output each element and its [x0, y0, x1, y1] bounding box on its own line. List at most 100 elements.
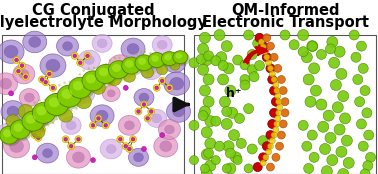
Ellipse shape [24, 93, 34, 102]
Ellipse shape [33, 103, 57, 125]
Ellipse shape [118, 116, 140, 135]
Ellipse shape [62, 42, 73, 51]
Circle shape [135, 108, 142, 115]
Ellipse shape [11, 121, 32, 141]
Ellipse shape [307, 41, 317, 51]
Ellipse shape [263, 34, 271, 42]
Ellipse shape [336, 68, 347, 79]
Ellipse shape [321, 166, 332, 174]
Ellipse shape [262, 49, 268, 55]
Ellipse shape [92, 34, 112, 52]
Circle shape [160, 79, 164, 83]
Ellipse shape [49, 97, 60, 107]
Circle shape [142, 103, 146, 106]
Ellipse shape [133, 153, 144, 162]
Ellipse shape [254, 61, 265, 71]
Ellipse shape [304, 163, 314, 173]
Circle shape [102, 122, 109, 129]
Ellipse shape [50, 93, 70, 111]
Ellipse shape [129, 148, 149, 166]
Ellipse shape [136, 56, 155, 73]
Circle shape [69, 144, 73, 148]
Circle shape [77, 59, 84, 66]
Ellipse shape [216, 52, 227, 63]
Circle shape [108, 79, 115, 86]
Ellipse shape [328, 57, 340, 68]
Circle shape [146, 117, 149, 120]
Ellipse shape [268, 75, 277, 84]
Ellipse shape [323, 110, 334, 121]
Ellipse shape [58, 86, 83, 109]
Ellipse shape [90, 105, 114, 126]
Ellipse shape [349, 30, 359, 40]
Ellipse shape [298, 120, 308, 130]
Ellipse shape [19, 89, 39, 106]
Circle shape [75, 136, 82, 143]
Ellipse shape [266, 60, 272, 66]
Text: Polyelectrolyte Morphology: Polyelectrolyte Morphology [0, 15, 207, 30]
Ellipse shape [339, 113, 350, 124]
Ellipse shape [356, 119, 366, 129]
Ellipse shape [273, 126, 279, 133]
Ellipse shape [253, 163, 262, 172]
Circle shape [20, 64, 24, 67]
Ellipse shape [327, 36, 338, 48]
Circle shape [166, 84, 173, 91]
Ellipse shape [139, 93, 149, 102]
Ellipse shape [225, 163, 236, 174]
Ellipse shape [240, 74, 250, 85]
Ellipse shape [172, 106, 184, 117]
Ellipse shape [200, 32, 211, 43]
Ellipse shape [123, 58, 143, 76]
Ellipse shape [364, 130, 374, 140]
Ellipse shape [102, 85, 120, 101]
Ellipse shape [301, 52, 312, 63]
Circle shape [46, 70, 53, 77]
Ellipse shape [33, 102, 55, 123]
Ellipse shape [255, 33, 264, 42]
Ellipse shape [270, 53, 278, 61]
Circle shape [44, 80, 48, 84]
Circle shape [153, 84, 160, 91]
Ellipse shape [277, 76, 285, 84]
Ellipse shape [140, 60, 162, 80]
Ellipse shape [274, 121, 280, 127]
Ellipse shape [270, 108, 279, 117]
Ellipse shape [158, 120, 180, 139]
Circle shape [51, 86, 55, 90]
Ellipse shape [9, 140, 23, 152]
Ellipse shape [222, 106, 232, 116]
Ellipse shape [318, 121, 329, 132]
Ellipse shape [203, 96, 214, 107]
Ellipse shape [0, 126, 19, 144]
Circle shape [48, 72, 51, 76]
Ellipse shape [298, 47, 308, 57]
Ellipse shape [343, 157, 354, 168]
Text: QM-Informed: QM-Informed [231, 3, 339, 18]
Ellipse shape [3, 129, 12, 137]
Ellipse shape [275, 115, 281, 121]
Ellipse shape [167, 101, 191, 122]
Circle shape [15, 58, 19, 62]
Ellipse shape [19, 69, 29, 78]
Ellipse shape [305, 96, 316, 107]
Circle shape [118, 137, 122, 141]
Circle shape [100, 75, 104, 78]
Ellipse shape [225, 148, 235, 158]
Ellipse shape [108, 55, 132, 76]
Ellipse shape [269, 138, 275, 144]
Ellipse shape [319, 144, 330, 155]
Ellipse shape [97, 39, 107, 48]
Ellipse shape [270, 86, 279, 95]
Circle shape [73, 54, 77, 58]
Ellipse shape [84, 56, 94, 65]
Ellipse shape [10, 120, 30, 139]
Ellipse shape [3, 128, 12, 137]
Ellipse shape [4, 45, 18, 58]
Circle shape [117, 136, 124, 143]
Ellipse shape [204, 51, 214, 61]
Ellipse shape [334, 46, 345, 57]
Ellipse shape [271, 132, 277, 138]
Ellipse shape [1, 127, 21, 146]
Ellipse shape [0, 73, 18, 94]
